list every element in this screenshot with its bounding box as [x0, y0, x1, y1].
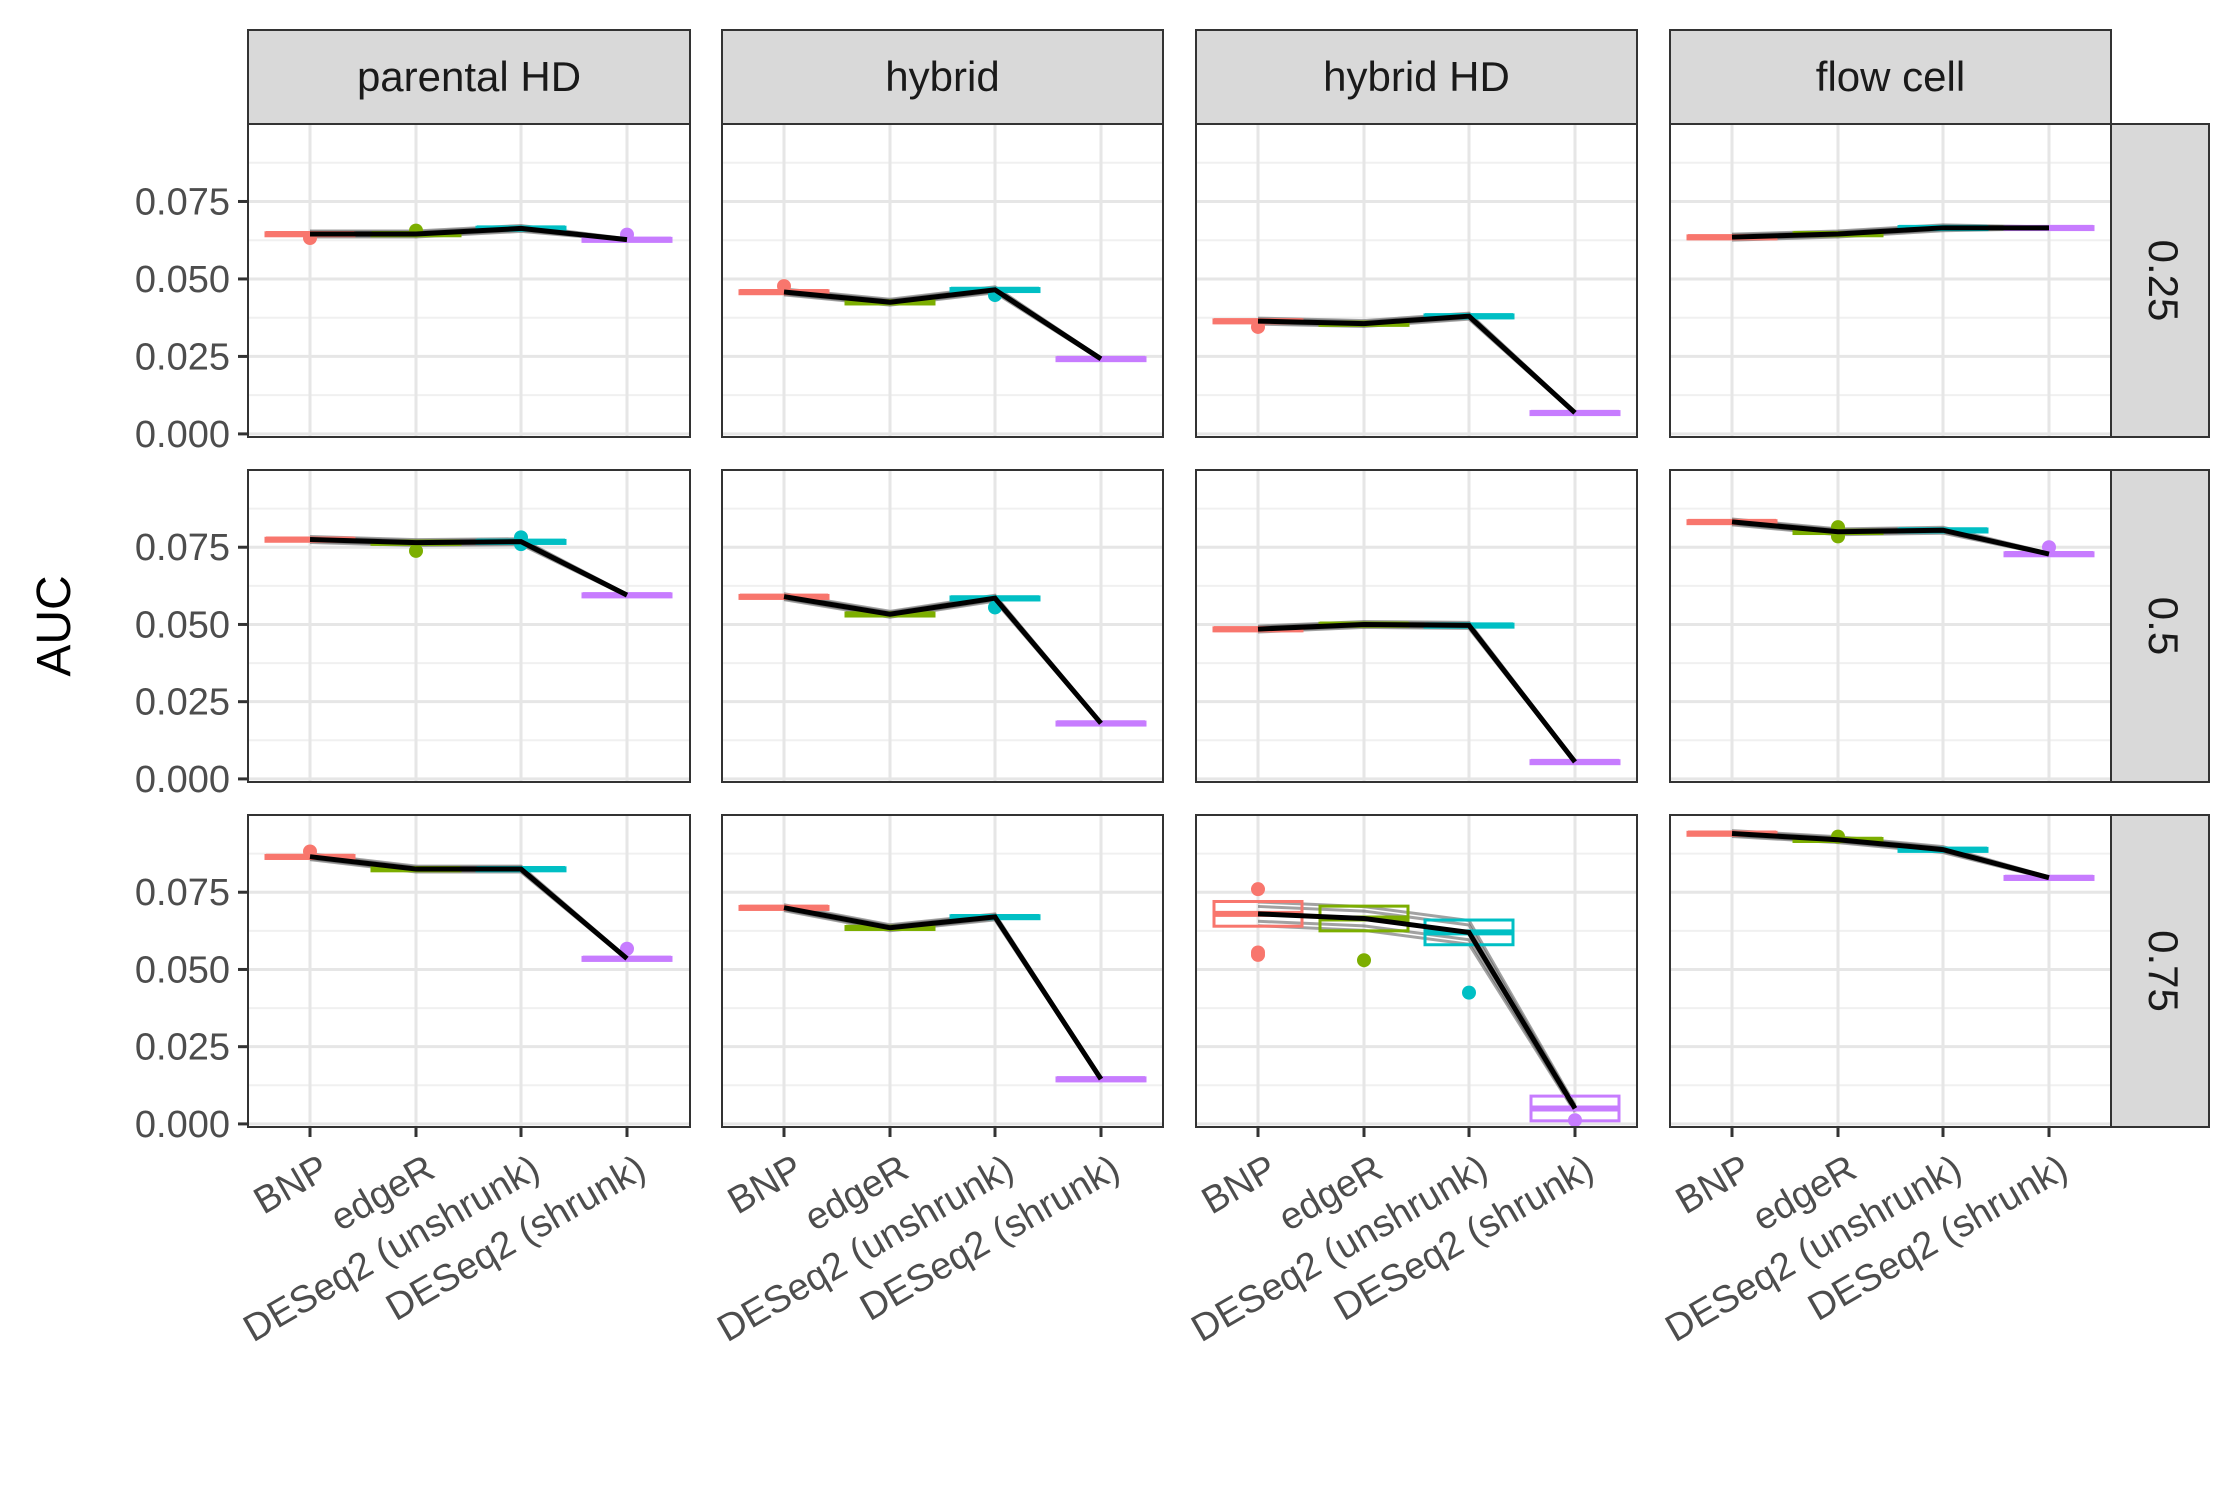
panel-0.75-hybrid-HD	[1195, 814, 1638, 1128]
panel-background	[248, 470, 690, 782]
panel-background	[1196, 815, 1637, 1127]
outlier-point	[1568, 1113, 1582, 1128]
panel-border	[247, 814, 691, 1128]
column-strip-label: flow cell	[1816, 53, 1965, 100]
outlier-point	[1251, 882, 1265, 897]
panel-border	[1669, 123, 2112, 438]
summary-line	[1731, 831, 2050, 881]
row-strip-label: 0.5	[2140, 597, 2187, 655]
outlier-point	[620, 941, 634, 956]
panel-background	[248, 815, 690, 1127]
x-tick-label: BNP	[1195, 1147, 1284, 1222]
y-tick-label: 0.000	[135, 414, 230, 456]
x-tick-label: BNP	[1669, 1147, 1758, 1222]
panel-0.5-hybrid-HD	[1195, 469, 1638, 783]
panel-0.5-hybrid	[721, 469, 1164, 783]
panel-border	[1195, 814, 1638, 1128]
column-strip-3	[1669, 29, 2112, 125]
panel-border	[1195, 123, 1638, 438]
replicate-line	[1257, 900, 1577, 1106]
panel-0.25-flow-cell	[1669, 123, 2112, 438]
panel-background	[1670, 470, 2111, 782]
summary-line	[1257, 621, 1577, 764]
panel-0.25-parental-HD	[247, 123, 691, 438]
column-strip-label: hybrid HD	[1323, 53, 1510, 100]
y-tick-label: 0.075	[135, 527, 230, 569]
summary-line	[1731, 519, 2050, 557]
row-strip-label: 0.25	[2140, 240, 2187, 322]
y-tick-label: 0.050	[135, 604, 230, 646]
y-tick-label: 0.050	[135, 949, 230, 991]
panel-border	[1669, 469, 2112, 783]
outlier-point	[1357, 953, 1371, 968]
panel-background	[722, 124, 1163, 437]
summary-line	[1257, 313, 1577, 415]
column-strip-0	[247, 29, 691, 125]
panel-border	[1195, 469, 1638, 783]
panel-background	[248, 124, 690, 437]
panel-background	[722, 470, 1163, 782]
panel-0.75-flow-cell	[1669, 814, 2112, 1128]
y-tick-label: 0.000	[135, 759, 230, 801]
summary-line	[783, 905, 1104, 1081]
panel-0.75-parental-HD	[247, 814, 691, 1128]
panel-0.25-hybrid	[721, 123, 1164, 438]
replicate-line	[1257, 924, 1577, 1113]
y-tick-label: 0.025	[135, 336, 230, 378]
column-strip-label: parental HD	[357, 53, 581, 100]
panel-background	[1670, 815, 2111, 1127]
panel-border	[721, 814, 1164, 1128]
summary-line	[783, 594, 1103, 725]
y-tick-label: 0.025	[135, 682, 230, 724]
summary-line	[1731, 225, 2049, 240]
outlier-point	[409, 543, 423, 558]
y-tick-label: 0.000	[135, 1104, 230, 1146]
row-strip-label: 0.75	[2140, 930, 2187, 1012]
column-strip-2	[1195, 29, 1638, 125]
panel-border	[721, 123, 1164, 438]
column-strip-1	[721, 29, 1164, 125]
outlier-point	[777, 279, 791, 294]
y-tick-label: 0.075	[135, 872, 230, 914]
panel-background	[722, 815, 1163, 1127]
panel-background	[1670, 124, 2111, 437]
panel-border	[721, 469, 1164, 783]
x-tick-label: BNP	[721, 1147, 810, 1222]
panel-border	[1669, 814, 2112, 1128]
y-tick-label: 0.025	[135, 1027, 230, 1069]
y-tick-label: 0.050	[135, 259, 230, 301]
summary-line	[309, 537, 629, 598]
outlier-point	[1251, 947, 1265, 962]
panel-border	[247, 123, 691, 438]
x-tick-label: BNP	[247, 1147, 336, 1222]
panel-background	[1196, 124, 1637, 437]
row-strip-1	[2110, 469, 2210, 783]
summary-line	[783, 287, 1103, 361]
panel-0.25-hybrid-HD	[1195, 123, 1638, 438]
summary-line	[309, 854, 629, 961]
y-tick-label: 0.075	[135, 181, 230, 223]
outlier-point	[1462, 985, 1476, 1000]
panel-0.75-hybrid	[721, 814, 1164, 1128]
summary-line	[1257, 911, 1578, 1110]
panel-0.5-parental-HD	[247, 469, 691, 783]
row-strip-0	[2110, 123, 2210, 438]
panel-border	[247, 469, 691, 783]
column-strip-label: hybrid	[885, 53, 999, 100]
summary-line	[310, 225, 628, 243]
y-axis-title: AUC	[28, 575, 81, 676]
row-strip-2	[2110, 814, 2210, 1128]
panel-0.5-flow-cell	[1669, 469, 2112, 783]
